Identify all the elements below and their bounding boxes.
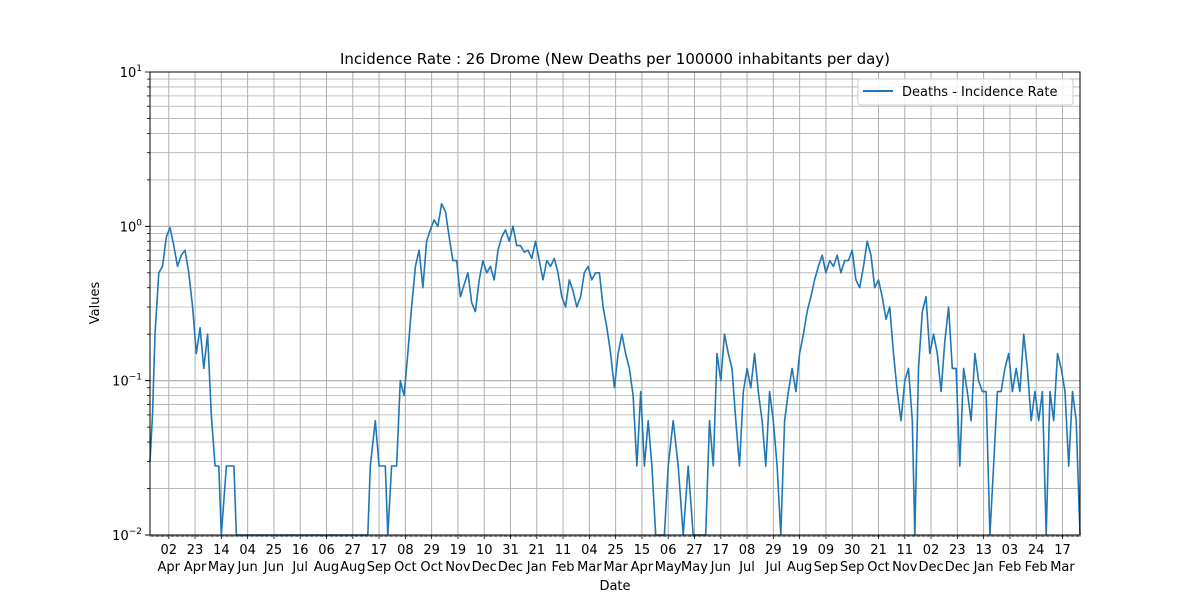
x-tick-label-month: Jun [236,560,257,575]
x-tick-label-day: 30 [844,543,861,558]
legend-box [857,78,1074,106]
x-tick-label-month: May [681,560,708,575]
chart-title: Incidence Rate : 26 Drome (New Deaths pe… [340,50,890,68]
x-tick-label-month: May [208,560,235,575]
x-tick-label-day: 06 [318,543,335,558]
x-tick-label-month: Jan [526,560,547,575]
x-tick-label-month: Feb [1025,560,1048,575]
legend: Deaths - Incidence Rate [857,78,1074,106]
x-tick-label-day: 02 [161,543,178,558]
x-tick-label-day: 24 [1028,543,1045,558]
x-tick-label-day: 19 [450,543,467,558]
x-tick-label-month: Jul [738,560,755,575]
x-tick-label-day: 04 [239,543,256,558]
x-tick-label-month: Nov [445,560,471,575]
x-tick-label-month: Jul [291,560,308,575]
x-tick-label-month: Oct [394,560,416,575]
x-tick-label-month: Sep [367,560,392,575]
x-tick-label-day: 21 [528,543,545,558]
x-tick-label-month: Feb [998,560,1021,575]
x-tick-label-day: 02 [923,543,940,558]
x-tick-label-month: Apr [184,560,207,575]
x-tick-label-month: Dec [472,560,497,575]
x-tick-label-day: 09 [818,543,835,558]
x-tick-label-month: Mar [577,560,602,575]
x-tick-label-month: Apr [158,560,181,575]
x-tick-label-day: 06 [660,543,677,558]
x-tick-label-month: Mar [603,560,628,575]
plot-frame [149,71,1081,536]
x-tick-label-day: 29 [423,543,440,558]
x-tick-label-day: 11 [896,543,913,558]
x-tick-label-month: Sep [814,560,839,575]
x-tick-label-day: 03 [1002,543,1019,558]
x-tick-label-day: 17 [1054,543,1071,558]
x-tick-label-day: 21 [870,543,887,558]
x-tick-label-month: Nov [892,560,918,575]
x-tick-label-day: 15 [634,543,651,558]
series-layer [149,203,1081,536]
legend-entry: Deaths - Incidence Rate [902,85,1057,100]
x-tick-label-month: May [655,560,682,575]
x-tick-label-day: 23 [187,543,204,558]
y-tick-label: 101 [120,64,142,81]
x-tick-label-day: 08 [739,543,756,558]
x-tick-label-day: 11 [555,543,572,558]
x-tick-label-day: 27 [686,543,703,558]
x-tick-label-day: 16 [292,543,309,558]
x-tick-label-month: Jan [973,560,994,575]
x-tick-label-day: 25 [266,543,283,558]
x-tick-label-day: 14 [213,543,230,558]
x-tick-label-day: 23 [949,543,966,558]
x-axis: 02 Apr 23 Apr 14 May 04 Jun 25 Jun 16 Jul 06 Aug 27 Aug… [149,535,1081,575]
x-tick-label-day: 04 [581,543,598,558]
x-tick-label-month: Apr [631,560,654,575]
x-tick-label-month: Aug [787,560,812,575]
x-tick-label-month: Mar [1050,560,1075,575]
x-tick-label-month: Aug [314,560,339,575]
x-tick-label-month: Oct [420,560,442,575]
x-tick-label-day: 19 [791,543,808,558]
x-tick-label-day: 29 [765,543,782,558]
x-tick-label-month: Aug [340,560,365,575]
x-tick-label-month: Feb [552,560,575,575]
series-line [149,203,1081,536]
y-tick-label: 10−1 [112,373,142,390]
x-tick-label-day: 10 [476,543,493,558]
x-tick-label-day: 25 [607,543,624,558]
x-tick-label-month: Dec [498,560,523,575]
x-tick-label-day: 31 [502,543,519,558]
x-axis-label: Date [599,579,630,594]
x-tick-label-month: Jul [764,560,781,575]
y-tick-label: 100 [120,218,143,235]
x-tick-label-day: 13 [975,543,992,558]
y-axis-label: Values [88,282,103,325]
x-tick-label-month: Dec [945,560,970,575]
x-tick-label-month: Oct [867,560,889,575]
x-tick-label-month: Sep [840,560,865,575]
x-tick-label-month: Dec [918,560,943,575]
x-tick-label-day: 27 [344,543,361,558]
x-tick-label-day: 17 [712,543,729,558]
x-tick-label-day: 08 [397,543,414,558]
y-tick-label: 10−2 [112,527,142,544]
x-tick-label-day: 17 [371,543,388,558]
x-tick-label-month: Jun [710,560,731,575]
y-axis: 10−2 10−1 100 101 [112,64,150,544]
x-tick-label-month: Jun [263,560,284,575]
